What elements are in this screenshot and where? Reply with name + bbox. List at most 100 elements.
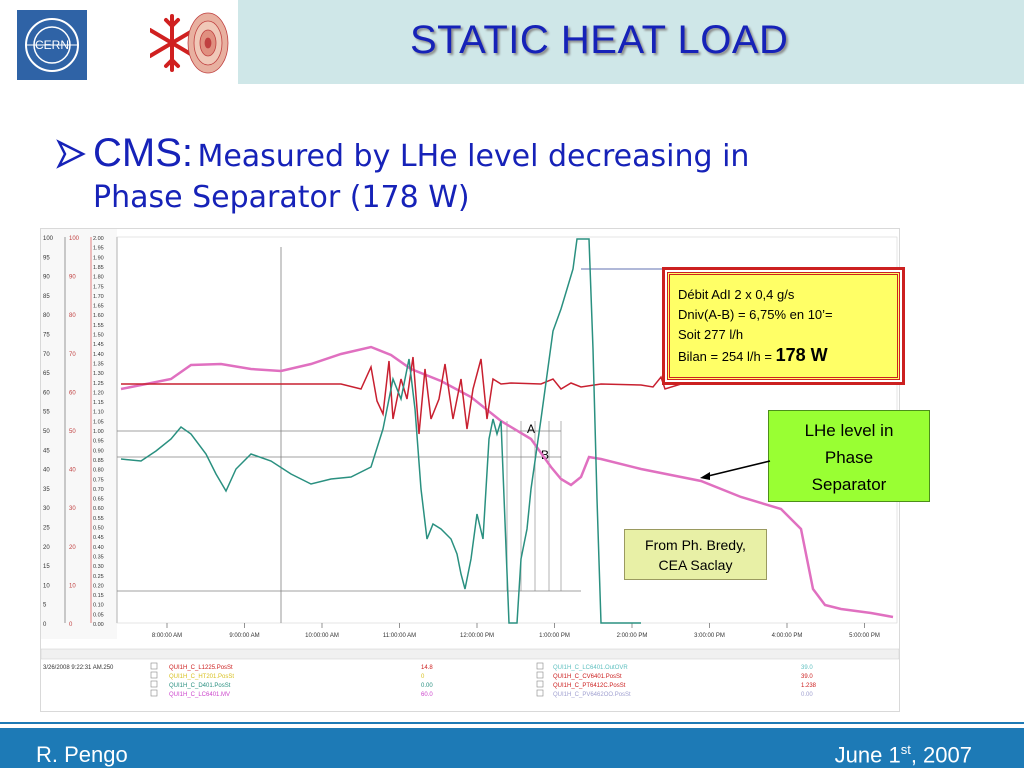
x-axis-tick-label: 3:00:00 PM xyxy=(694,633,725,639)
y-axis-2-tick-label: 100 xyxy=(69,236,80,242)
y-axis-3-tick-label: 1.00 xyxy=(93,429,104,435)
debit-line-3: Soit 277 l/h xyxy=(678,327,744,342)
lhe-line-3: Separator xyxy=(811,475,887,494)
footer-date: June 1st, 2007 xyxy=(835,742,972,768)
legend-item-name: QUI1H_C_CV6401.PosSt xyxy=(553,674,622,680)
trend-chart: 100 95 90 85 80 75 70 65 60 55 50 45 40 35 30 25 20 15 10 5… xyxy=(40,228,900,712)
y-axis-3-tick-label: 0.70 xyxy=(93,487,104,493)
lhe-line-2: Phase xyxy=(824,448,874,467)
y-axis-3-tick-label: 1.50 xyxy=(93,333,104,339)
y-axis-1-tick-label: 30 xyxy=(43,506,50,512)
y-axis-2-tick-label: 40 xyxy=(69,468,76,474)
marker-b-label: B xyxy=(541,448,549,462)
legend-item-name: QUI1H_C_L1225.PosSt xyxy=(169,665,233,671)
y-axis-3-tick-label: 1.55 xyxy=(93,323,104,329)
y-axis-1-tick-label: 20 xyxy=(43,545,50,551)
debit-line-1: Débit AdI 2 x 0,4 g/s xyxy=(678,287,795,302)
arrow-bullet-icon xyxy=(56,139,86,169)
y-axis-1-tick-label: 100 xyxy=(43,236,54,242)
axis-band xyxy=(41,229,117,639)
y-axis-3-tick-label: 1.80 xyxy=(93,275,104,281)
marker-a-label: A xyxy=(527,422,535,436)
legend-checkbox xyxy=(536,689,544,697)
trend-chart-svg: 1009590858075706560555045403530252015105… xyxy=(41,229,899,698)
y-axis-2-tick-label: 70 xyxy=(69,352,76,358)
x-axis-tick-label: 10:00:00 AM xyxy=(305,633,339,639)
legend-checkbox xyxy=(150,680,158,688)
legend-item-value: 39.0 xyxy=(801,674,813,680)
y-axis-2-tick-label: 90 xyxy=(69,275,76,281)
footer-date-prefix: June 1 xyxy=(834,742,901,768)
legend-item-name: QUI1H_C_D401.PosSt xyxy=(169,683,231,689)
series-red-pressure xyxy=(121,356,893,435)
y-axis-3-tick-label: 1.35 xyxy=(93,361,104,367)
legend-item-name: QUI1H_C_PT6412C.PosSt xyxy=(553,683,626,689)
header-bar: CERN STATIC HEAT LOAD xyxy=(0,0,1024,84)
y-axis-3-tick-label: 1.75 xyxy=(93,284,104,290)
lhe-level-callout: LHe level in Phase Separator xyxy=(768,410,930,502)
series-lhe-level xyxy=(120,345,894,619)
snowflake-cryo-logo-icon xyxy=(148,6,230,80)
y-axis-3-tick-label: 1.70 xyxy=(93,294,104,300)
y-axis-3-tick-label: 0.35 xyxy=(93,554,104,560)
series-teal-flow xyxy=(120,238,641,624)
bullet-text-line1: Measured by LHe level decreasing in xyxy=(197,139,750,174)
cern-logo-icon: CERN xyxy=(17,10,87,80)
footer-date-suffix: , 2007 xyxy=(910,742,972,768)
y-axis-1-tick-label: 95 xyxy=(43,255,50,261)
y-axis-1-tick-label: 55 xyxy=(43,410,50,416)
y-axis-3-tick-label: 1.65 xyxy=(93,304,104,310)
x-axis-tick-label: 11:00:00 AM xyxy=(383,633,416,639)
footer-bar: R. Pengo June 1st, 2007 xyxy=(0,728,1024,768)
y-axis-3-tick-label: 0.95 xyxy=(93,439,104,445)
y-axis-3-tick-label: 0.30 xyxy=(93,564,104,570)
y-axis-3-tick-label: 1.85 xyxy=(93,265,104,271)
y-axis-3-tick-label: 0.75 xyxy=(93,477,104,483)
cern-logo-text: CERN xyxy=(35,38,69,52)
x-axis-tick-label: 2:00:00 PM xyxy=(617,633,648,639)
y-axis-1-tick-label: 35 xyxy=(43,487,50,493)
y-axis-3-tick-label: 1.40 xyxy=(93,352,104,358)
legend-item-value: 1.238 xyxy=(801,683,817,689)
y-axis-1-tick-label: 75 xyxy=(43,333,50,339)
legend-checkbox xyxy=(150,671,158,679)
callout-arrow-icon xyxy=(700,460,771,480)
y-axis-3-tick-label: 0.60 xyxy=(93,506,104,512)
legend-checkbox xyxy=(536,662,544,670)
y-axis-3-tick-label: 0.45 xyxy=(93,535,104,541)
y-axis-3-tick-label: 0.65 xyxy=(93,497,104,503)
y-axis-3-tick-label: 0.55 xyxy=(93,516,104,522)
bilan-prefix: Bilan = 254 l/h = xyxy=(678,349,772,364)
y-axis-3-tick-label: 0.10 xyxy=(93,603,104,609)
debit-note-box: Débit AdI 2 x 0,4 g/s Dniv(A-B) = 6,75% … xyxy=(667,272,900,380)
source-line-2: CEA Saclay xyxy=(658,557,733,573)
y-axis-3-tick-label: 1.95 xyxy=(93,246,104,252)
y-axis-1-tick-label: 10 xyxy=(43,583,50,589)
y-axis-1-tick-label: 50 xyxy=(43,429,50,435)
y-axis-3-tick-label: 0.50 xyxy=(93,526,104,532)
y-axis-3-tick-label: 1.25 xyxy=(93,381,104,387)
y-axis-2-tick-label: 80 xyxy=(69,313,76,319)
debit-line-2: Dniv(A-B) = 6,75% en 10’= xyxy=(678,307,833,322)
y-axis-1-tick-label: 70 xyxy=(43,352,50,358)
y-axis-2-tick-label: 20 xyxy=(69,545,76,551)
footer-date-sup: st xyxy=(900,742,911,757)
y-axis-3-tick-label: 1.15 xyxy=(93,400,104,406)
y-axis-3-tick-label: 1.10 xyxy=(93,410,104,416)
legend-checkbox xyxy=(536,671,544,679)
y-axis-3-tick-label: 0.40 xyxy=(93,545,104,551)
y-axis-3-tick-label: 0.25 xyxy=(93,574,104,580)
lhe-line-1: LHe level in xyxy=(804,421,894,440)
y-axis-3-tick-label: 1.20 xyxy=(93,390,104,396)
x-axis-tick-label: 12:00:00 PM xyxy=(460,633,494,639)
bilan-line: Bilan = 254 l/h = 178 W xyxy=(678,345,889,367)
x-axis-tick-label: 5:00:00 PM xyxy=(849,633,880,639)
y-axis-3-tick-label: 0.80 xyxy=(93,468,104,474)
legend-item-value: 0.00 xyxy=(421,683,433,689)
x-axis-tick-label: 8:00:00 AM xyxy=(152,633,182,639)
y-axis-1-tick-label: 0 xyxy=(43,622,47,628)
y-axis-3-tick-label: 0.00 xyxy=(93,622,104,628)
legend-item-name: QUI1H_C_LC6401.OutOVR xyxy=(553,665,628,671)
legend-checkbox xyxy=(150,662,158,670)
legend-item-value: 0 xyxy=(421,674,425,680)
